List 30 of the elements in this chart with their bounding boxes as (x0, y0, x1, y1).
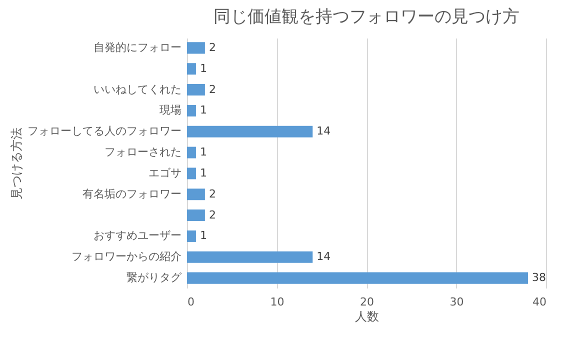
y-tick-label: フォロワーからの紹介 (72, 250, 182, 264)
data-label: 14 (316, 124, 331, 138)
x-tick-label: 10 (270, 296, 284, 308)
y-tick-label: 有名垢のフォロワー (82, 187, 182, 200)
data-label: 2 (208, 82, 216, 96)
y-tick-label: フォローしてる人のフォロワー (28, 124, 182, 138)
data-label: 1 (200, 166, 207, 180)
data-label: 2 (208, 40, 216, 54)
y-tick-label: いいねしてくれた (94, 82, 182, 96)
y-tick-label: エゴサ (148, 166, 182, 180)
data-label: 2 (208, 187, 216, 200)
y-tick-label: 繋がりタグ (126, 271, 182, 284)
data-label: 1 (200, 146, 207, 159)
y-tick-label: 自発的にフォロー (94, 40, 182, 54)
data-label: 1 (200, 104, 207, 117)
x-axis-title: 人数 (355, 310, 379, 324)
data-label: 38 (532, 271, 546, 284)
y-axis-title: 見つける方法 (10, 128, 24, 200)
data-label: 1 (200, 229, 207, 242)
x-tick-label: 30 (450, 296, 464, 308)
chart-title: 同じ価値観を持つフォロワーの見つけ方 (214, 7, 520, 27)
data-label: 1 (200, 62, 207, 75)
x-tick-label: 20 (360, 296, 374, 308)
x-tick-label: 40 (532, 296, 546, 308)
y-tick-label: おすすめユーザー (94, 229, 182, 242)
data-label: 2 (208, 208, 216, 222)
data-label: 14 (316, 250, 331, 264)
y-tick-label: 現場 (160, 104, 182, 117)
x-tick-label: 0 (188, 296, 194, 308)
y-tick-label: フォローされた (104, 146, 182, 159)
